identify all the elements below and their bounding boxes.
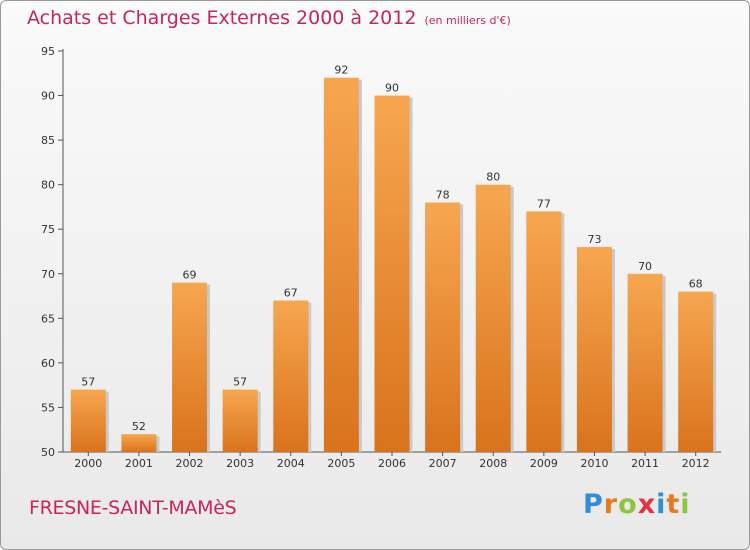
x-tick-label: 2009 bbox=[530, 457, 558, 470]
x-tick-label: 2007 bbox=[429, 457, 457, 470]
bar-value-label: 69 bbox=[183, 269, 197, 282]
y-tick-label: 90 bbox=[41, 90, 55, 103]
x-tick-label: 2004 bbox=[277, 457, 305, 470]
logo-letter: i bbox=[656, 489, 667, 520]
bar bbox=[576, 247, 612, 452]
chart-title-text: Achats et Charges Externes 2000 à 2012 bbox=[27, 7, 417, 29]
logo-letter: o bbox=[618, 489, 638, 520]
x-tick-label: 2005 bbox=[327, 457, 355, 470]
bar bbox=[323, 77, 359, 452]
bar-value-label: 73 bbox=[587, 233, 601, 246]
bar-value-label: 57 bbox=[233, 376, 247, 389]
bar bbox=[678, 291, 714, 452]
bar bbox=[526, 211, 562, 452]
y-tick-label: 75 bbox=[41, 223, 55, 236]
proxiti-logo: Proxiti bbox=[583, 489, 691, 520]
labels: 57 52 69 57 67 92 90 78 80 77 73 70 68 bbox=[81, 64, 702, 433]
logo-letter: t bbox=[666, 489, 681, 520]
bar bbox=[475, 184, 511, 452]
bar bbox=[425, 202, 461, 452]
bar-value-label: 80 bbox=[486, 171, 500, 184]
bar bbox=[627, 273, 663, 452]
bar bbox=[374, 95, 410, 453]
x-tick-label: 2010 bbox=[580, 457, 608, 470]
bar bbox=[121, 434, 157, 452]
x-tick-label: 2006 bbox=[378, 457, 406, 470]
logo-letter: P bbox=[583, 489, 604, 520]
x-tick-label: 2003 bbox=[226, 457, 254, 470]
bar bbox=[273, 300, 309, 452]
logo-letter: x bbox=[637, 489, 657, 520]
bar-value-label: 68 bbox=[689, 278, 703, 291]
bar bbox=[222, 389, 258, 452]
y-tick-label: 85 bbox=[41, 134, 55, 147]
bars bbox=[70, 77, 717, 453]
bar-value-label: 52 bbox=[132, 420, 146, 433]
bar bbox=[172, 282, 208, 452]
y-tick-label: 80 bbox=[41, 179, 55, 192]
bar-value-label: 67 bbox=[284, 287, 298, 300]
bar-value-label: 78 bbox=[436, 188, 450, 201]
logo-letter: r bbox=[603, 489, 619, 520]
logo-letter: i bbox=[680, 489, 691, 520]
town-name: FRESNE-SAINT-MAMèS bbox=[29, 497, 237, 519]
chart-subtitle: (en milliers d'€) bbox=[424, 14, 511, 27]
y-tick-label: 55 bbox=[41, 401, 55, 414]
x-tick-label: 2002 bbox=[176, 457, 204, 470]
x-tick-label: 2012 bbox=[682, 457, 710, 470]
x-tick-label: 2008 bbox=[479, 457, 507, 470]
x-tick-label: 2001 bbox=[125, 457, 153, 470]
x-tick-label: 2011 bbox=[631, 457, 659, 470]
bar bbox=[70, 389, 106, 452]
bar-value-label: 77 bbox=[537, 197, 551, 210]
bar-value-label: 90 bbox=[385, 82, 399, 95]
y-tick-label: 60 bbox=[41, 357, 55, 370]
y-tick-label: 65 bbox=[41, 312, 55, 325]
x-tick-label: 2000 bbox=[74, 457, 102, 470]
bar-value-label: 57 bbox=[81, 376, 95, 389]
y-tick-label: 70 bbox=[41, 268, 55, 281]
y-tick-label: 50 bbox=[41, 446, 55, 459]
bar-value-label: 92 bbox=[334, 64, 348, 77]
bar-value-label: 70 bbox=[638, 260, 652, 273]
y-tick-label: 95 bbox=[41, 45, 55, 58]
chart-title: Achats et Charges Externes 2000 à 2012 (e… bbox=[27, 7, 511, 29]
